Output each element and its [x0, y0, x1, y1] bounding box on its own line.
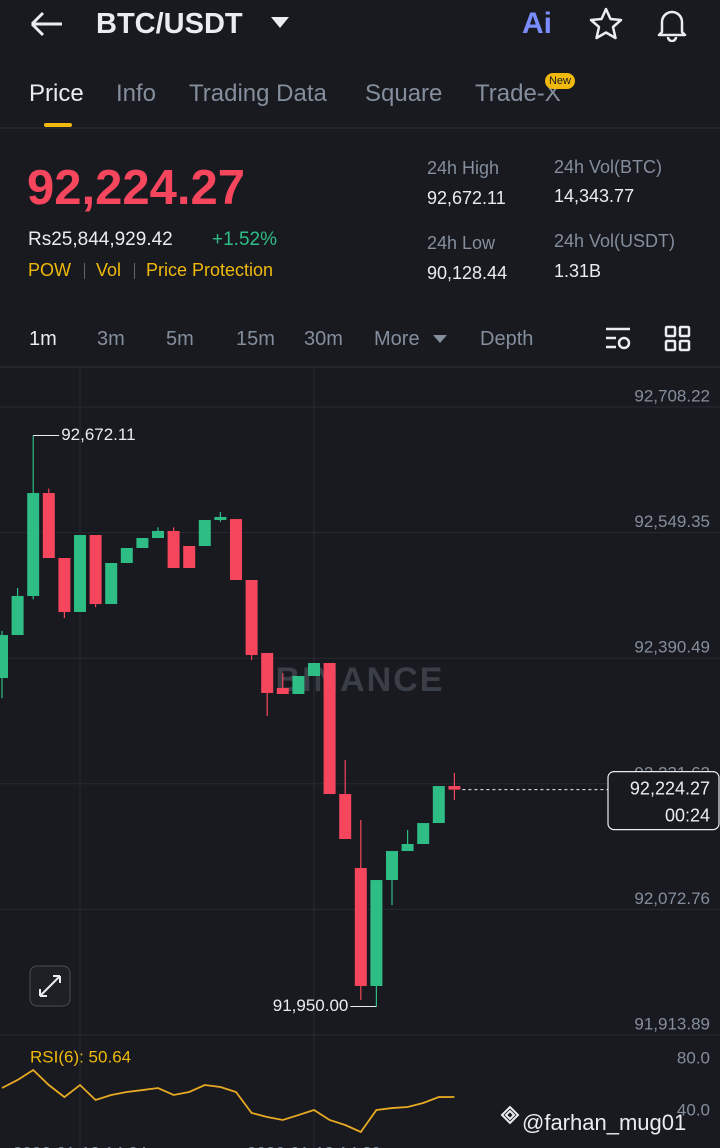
- notification-button[interactable]: [654, 6, 690, 42]
- candle-body: [74, 535, 86, 613]
- tag-price-protection[interactable]: Price Protection: [146, 260, 274, 280]
- candle-body: [58, 558, 71, 613]
- candle-body: [214, 516, 227, 520]
- countdown: 00:24: [665, 805, 710, 825]
- tag-separator: [134, 263, 135, 279]
- y-tick-label: 92,549.35: [634, 512, 710, 531]
- candle-body: [230, 519, 242, 580]
- candle-body: [448, 786, 461, 790]
- candle-body: [276, 687, 289, 695]
- stat-value: 92,672.11: [427, 188, 506, 208]
- back-button[interactable]: [28, 9, 68, 39]
- interval-5m[interactable]: 5m: [166, 328, 194, 350]
- tag-vol[interactable]: Vol: [96, 260, 122, 280]
- candle-body: [136, 538, 149, 548]
- pair-title[interactable]: BTC/USDT: [96, 8, 243, 40]
- interval-1m[interactable]: 1m: [29, 328, 57, 350]
- tab-price[interactable]: Price: [29, 80, 84, 107]
- stat-value: 1.31B: [554, 261, 602, 281]
- candle-body: [0, 635, 8, 679]
- binance-logo: [500, 1105, 520, 1125]
- y-tick-label: 92,390.49: [634, 638, 710, 657]
- last-price: 92,224.27: [27, 161, 245, 215]
- tab-square[interactable]: Square: [365, 80, 443, 107]
- candle-body: [339, 794, 352, 840]
- ai-button[interactable]: Ai: [522, 7, 552, 40]
- candle-body: [432, 786, 445, 824]
- candle-body: [261, 652, 274, 693]
- expand-icon: [39, 975, 61, 997]
- low-label: 91,950.00: [273, 996, 349, 1015]
- interval-3m[interactable]: 3m: [97, 328, 125, 350]
- y-tick-label: 92,708.22: [634, 386, 710, 405]
- candle-body: [167, 530, 180, 568]
- candle-body: [386, 851, 398, 881]
- candle-body: [401, 843, 414, 852]
- tag-separator: [84, 263, 85, 279]
- rsi-tick-label: 40.0: [677, 1100, 710, 1119]
- last-price-box: [607, 771, 720, 831]
- stat-label: 24h Vol(BTC): [554, 157, 663, 177]
- candle-body: [245, 579, 258, 656]
- tab-trading-data[interactable]: Trading Data: [189, 80, 327, 107]
- x-tick-label: 2026-01-13 14:24: [13, 1143, 147, 1148]
- y-tick-label: 92,072.76: [634, 889, 710, 908]
- high-label: 92,672.11: [61, 425, 135, 444]
- price-change: +1.52%: [212, 229, 277, 250]
- new-badge: New: [545, 73, 575, 89]
- more-dropdown: [433, 335, 447, 343]
- candle-body: [152, 530, 164, 539]
- tab-indicator: [44, 123, 72, 127]
- rsi-label: RSI(6): 50.64: [30, 1047, 131, 1066]
- candle-body: [292, 675, 305, 695]
- favorite-button[interactable]: [588, 6, 624, 42]
- candle-body: [105, 562, 118, 605]
- pair-dropdown[interactable]: [271, 17, 289, 29]
- candle-body: [120, 547, 133, 563]
- rsi-tick-label: 80.0: [677, 1048, 710, 1067]
- watermark-user: @farhan_mug01: [522, 1110, 687, 1135]
- candle-body: [11, 595, 24, 636]
- layout-button[interactable]: [664, 325, 692, 353]
- candle-body: [308, 663, 320, 676]
- candle-body: [370, 880, 383, 986]
- candle-body: [27, 493, 40, 596]
- candle-body: [42, 493, 55, 559]
- stat-label: 24h Vol(USDT): [554, 231, 676, 251]
- stat-label: 24h High: [427, 158, 500, 178]
- indicator-settings[interactable]: [604, 325, 634, 353]
- candle-body: [323, 663, 336, 795]
- stat-value: 14,343.77: [554, 186, 635, 206]
- interval-30m[interactable]: 30m: [304, 328, 343, 350]
- candle-body: [183, 546, 196, 568]
- candle-body: [417, 823, 430, 844]
- interval-depth[interactable]: Depth: [480, 328, 534, 350]
- last-price-label: 92,224.27: [630, 778, 710, 798]
- stat-value: 90,128.44: [427, 263, 508, 283]
- stat-label: 24h Low: [427, 233, 496, 253]
- local-price: Rs25,844,929.42: [28, 229, 173, 250]
- interval-15m[interactable]: 15m: [236, 328, 275, 350]
- interval-more[interactable]: More: [374, 328, 420, 350]
- tag-pow[interactable]: POW: [28, 260, 71, 280]
- candle-body: [354, 868, 367, 986]
- rsi-line: [1, 1068, 455, 1134]
- candle-body: [89, 535, 102, 605]
- tab-info[interactable]: Info: [116, 80, 157, 107]
- x-tick-label: 2026-01-13 14:39: [247, 1143, 381, 1148]
- candle-body: [198, 519, 211, 547]
- y-tick-label: 91,913.89: [634, 1014, 710, 1033]
